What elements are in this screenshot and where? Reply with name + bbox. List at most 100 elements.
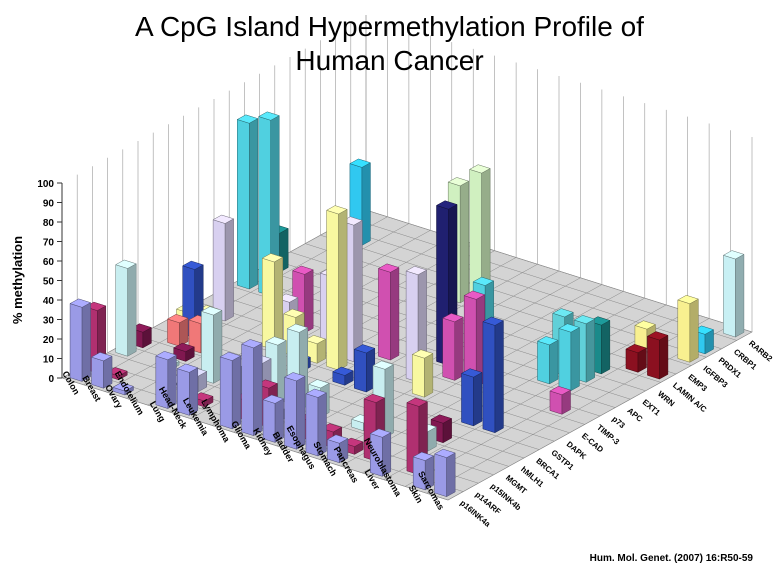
- bar-side-face: [361, 162, 371, 246]
- bar-top-face: [369, 428, 392, 438]
- citation: Hum. Mol. Genet. (2007) 16:R50-59: [589, 553, 753, 564]
- bar-Colon-MGMT: [115, 259, 137, 357]
- bar-Liver-p16INK4a: [369, 428, 392, 477]
- bar-side-face: [459, 180, 469, 304]
- bar-top-face: [90, 352, 113, 362]
- y-tick-label: 0: [48, 374, 54, 385]
- bar-side-face: [249, 118, 259, 290]
- bar-Glioma-TIMP-3: [377, 263, 400, 361]
- bar-top-face: [406, 397, 429, 407]
- bar-top-face: [261, 253, 284, 263]
- bar-top-face: [634, 320, 657, 330]
- bar-Kidney-GSTP1: [353, 344, 376, 393]
- bar-top-face: [286, 323, 309, 333]
- bar-top-face: [212, 214, 235, 224]
- floor-gridline: [305, 243, 692, 366]
- bar-side-face: [473, 372, 483, 427]
- bar-side-face: [585, 318, 595, 383]
- bar-side-face: [454, 316, 464, 381]
- bar-top-face: [372, 360, 395, 370]
- bar-side-face: [231, 355, 241, 430]
- bar-Lung-p16INK4a: [155, 351, 177, 409]
- bar-top-face: [326, 434, 349, 444]
- bar-front-face: [212, 219, 226, 322]
- bar-top-face: [625, 344, 648, 354]
- bar-side-face: [549, 339, 559, 385]
- bar-side-face: [494, 320, 504, 434]
- y-tick-label: 80: [43, 218, 55, 229]
- bar-top-face: [353, 344, 376, 354]
- bar-Neuroblastoma-APC: [558, 323, 581, 392]
- bar-Stomach-p16INK4a: [326, 434, 349, 464]
- bar-front-face: [537, 340, 550, 385]
- bar-side-face: [384, 364, 394, 438]
- bar-Skin-p16INK4a: [412, 451, 435, 491]
- bar-top-face: [69, 298, 92, 308]
- gene-label: APC: [626, 406, 645, 424]
- bar-Stomach-TIMP-3: [463, 290, 486, 388]
- bar-Breast-p16INK4a: [90, 352, 113, 389]
- bar-top-face: [468, 164, 491, 174]
- bar-top-face: [176, 363, 199, 373]
- bar-Colon-p16INK4a: [69, 298, 92, 382]
- floor-gridline: [335, 226, 722, 350]
- bar-top-face: [155, 351, 177, 361]
- bar-top-face: [472, 276, 495, 286]
- bar-side-face: [273, 256, 284, 351]
- bar-front-face: [354, 348, 367, 393]
- y-axis-label: % methylation: [10, 236, 25, 324]
- gene-label: EXT1: [641, 398, 663, 418]
- bar-Sarcomas-p16INK4a: [433, 448, 456, 498]
- bar-top-face: [304, 335, 327, 345]
- bar-top-face: [552, 308, 574, 318]
- bar-front-face: [482, 321, 496, 434]
- bar-front-face: [723, 254, 736, 338]
- bar-top-face: [549, 386, 572, 396]
- bar-Liver-APC: [536, 336, 559, 385]
- bar-top-face: [363, 393, 386, 403]
- bar-top-face: [463, 290, 486, 300]
- bar-top-face: [166, 314, 189, 324]
- bar-side-face: [353, 220, 363, 363]
- bar-side-face: [424, 353, 434, 398]
- bar-side-face: [390, 267, 400, 361]
- bar-top-face: [173, 342, 195, 352]
- floor-gridline: [350, 218, 737, 341]
- bar-top-face: [646, 331, 669, 341]
- bar-Esophagus-TIMP-3: [442, 313, 464, 381]
- bar-Glioma-GSTP1: [332, 366, 354, 386]
- bar-top-face: [460, 368, 483, 378]
- bar-Lymphoma-DAPK: [325, 205, 348, 371]
- bar-top-face: [219, 351, 242, 361]
- bar-side-face: [735, 253, 745, 338]
- bar-top-face: [411, 349, 434, 359]
- bar-side-face: [304, 269, 314, 334]
- bar-front-face: [442, 317, 456, 381]
- bar-Sarcomas-LAMIN A/C: [646, 331, 669, 380]
- title-line-2: Human Cancer: [295, 45, 484, 76]
- y-tick-label: 20: [43, 335, 55, 346]
- bar-top-face: [536, 336, 559, 346]
- bar-top-face: [442, 313, 464, 323]
- bar-side-face: [224, 218, 234, 322]
- bar-top-face: [349, 158, 372, 168]
- bar-top-face: [292, 265, 314, 275]
- bar-top-face: [283, 308, 305, 318]
- bar-Liver-hMLH1: [430, 414, 453, 444]
- bar-Liver-GSTP1: [460, 368, 483, 427]
- bar-Kidney-p16INK4a: [262, 394, 285, 443]
- bar-top-face: [115, 259, 137, 269]
- bar-side-face: [659, 334, 669, 380]
- bar-front-face: [625, 348, 639, 373]
- y-tick-label: 10: [43, 355, 55, 366]
- bar-Sarcomas-RARB2: [722, 250, 745, 338]
- bar-side-face: [689, 298, 699, 363]
- bar-Colon-APC: [236, 114, 259, 290]
- bar-side-face: [253, 342, 263, 437]
- bar-front-face: [261, 257, 275, 351]
- bar-top-face: [722, 250, 745, 260]
- bar-Lymphoma-p16INK4a: [219, 351, 242, 430]
- y-tick-label: 40: [43, 296, 55, 307]
- bar-Glioma-EMP3: [468, 164, 491, 311]
